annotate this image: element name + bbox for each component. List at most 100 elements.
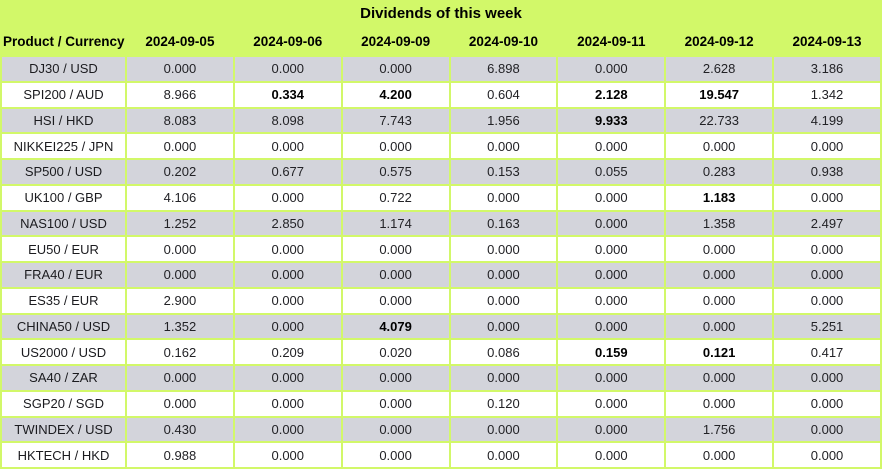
product-label: ES35 / EUR bbox=[0, 286, 127, 315]
dividend-value-cell: 0.677 bbox=[232, 158, 343, 186]
dividend-value-cell: 6.898 bbox=[448, 55, 559, 83]
table-row: SP500 / USD 0.202 0.677 0.575 0.153 0.055 0.28… bbox=[0, 158, 882, 186]
dividend-value-cell: 0.000 bbox=[232, 261, 343, 289]
table-row: FRA40 / EUR 0.000 0.000 0.000 0.000 0.000 0.00… bbox=[0, 261, 882, 289]
dividend-value-cell: 0.209 bbox=[232, 338, 343, 366]
date-header: 2024-09-13 bbox=[773, 27, 881, 56]
dividend-value-cell: 0.000 bbox=[232, 183, 343, 212]
product-currency-header: Product / Currency bbox=[1, 27, 126, 56]
dividend-value-cell: 0.000 bbox=[664, 441, 775, 469]
table-row: SPI200 / AUD 8.966 0.334 4.200 0.604 2.128 19.… bbox=[0, 80, 882, 109]
dividend-value-cell: 0.000 bbox=[772, 441, 882, 469]
dividend-value-cell: 0.604 bbox=[448, 80, 559, 109]
dividend-value-cell: 0.000 bbox=[340, 261, 451, 289]
dividend-value-cell: 1.358 bbox=[664, 209, 775, 238]
dividend-value-cell: 0.000 bbox=[125, 364, 235, 392]
dividend-value-cell: 0.000 bbox=[556, 312, 667, 341]
dividend-value-cell: 0.000 bbox=[556, 132, 667, 160]
table-row: DJ30 / USD 0.000 0.000 0.000 6.898 0.000 2.628… bbox=[0, 55, 882, 83]
date-header: 2024-09-06 bbox=[233, 27, 342, 56]
dividend-value-cell: 0.000 bbox=[232, 415, 343, 444]
dividend-value-cell: 0.000 bbox=[448, 415, 559, 444]
dividend-value-cell: 0.000 bbox=[664, 389, 775, 418]
table-row: HSI / HKD 8.083 8.098 7.743 1.956 9.933 22.733… bbox=[0, 106, 882, 135]
dividend-value-cell: 0.000 bbox=[232, 132, 343, 160]
dividend-value-cell: 0.417 bbox=[772, 338, 882, 366]
dividend-value-cell: 2.128 bbox=[556, 80, 667, 109]
dividend-value-cell: 0.153 bbox=[448, 158, 559, 186]
page-title: Dividends of this week bbox=[1, 0, 881, 27]
dividend-value-cell: 0.988 bbox=[125, 441, 235, 469]
dividend-value-cell: 0.000 bbox=[340, 389, 451, 418]
dividend-value-cell: 0.000 bbox=[340, 364, 451, 392]
dividend-value-cell: 0.000 bbox=[664, 235, 775, 263]
dividend-value-cell: 2.850 bbox=[232, 209, 343, 238]
dividend-value-cell: 2.497 bbox=[772, 209, 882, 238]
dividend-value-cell: 0.000 bbox=[448, 364, 559, 392]
dividend-value-cell: 0.000 bbox=[125, 261, 235, 289]
dividend-value-cell: 0.000 bbox=[556, 441, 667, 469]
dividend-value-cell: 19.547 bbox=[664, 80, 775, 109]
dividend-value-cell: 0.000 bbox=[772, 389, 882, 418]
dividend-value-cell: 0.000 bbox=[556, 364, 667, 392]
table-row: EU50 / EUR 0.000 0.000 0.000 0.000 0.000 0.000… bbox=[0, 235, 882, 263]
dividend-value-cell: 0.000 bbox=[556, 261, 667, 289]
product-label: US2000 / USD bbox=[0, 338, 127, 366]
date-header: 2024-09-10 bbox=[449, 27, 558, 56]
product-label: SPI200 / AUD bbox=[0, 80, 127, 109]
dividend-value-cell: 2.628 bbox=[664, 55, 775, 83]
dividend-value-cell: 0.000 bbox=[664, 286, 775, 315]
table-row: UK100 / GBP 4.106 0.000 0.722 0.000 0.000 1.18… bbox=[0, 183, 882, 212]
dividend-value-cell: 0.722 bbox=[340, 183, 451, 212]
dividend-value-cell: 0.000 bbox=[125, 55, 235, 83]
dividend-value-cell: 2.900 bbox=[125, 286, 235, 315]
date-header: 2024-09-11 bbox=[557, 27, 666, 56]
product-label: HKTECH / HKD bbox=[0, 441, 127, 469]
dividend-value-cell: 0.000 bbox=[772, 286, 882, 315]
product-label: FRA40 / EUR bbox=[0, 261, 127, 289]
dividend-value-cell: 0.000 bbox=[664, 132, 775, 160]
dividend-value-cell: 0.000 bbox=[125, 389, 235, 418]
dividend-value-cell: 0.000 bbox=[232, 364, 343, 392]
dividend-value-cell: 0.000 bbox=[125, 132, 235, 160]
dividend-value-cell: 0.000 bbox=[448, 235, 559, 263]
dividend-value-cell: 0.000 bbox=[232, 389, 343, 418]
table-row: SGP20 / SGD 0.000 0.000 0.000 0.120 0.000 0.00… bbox=[0, 389, 882, 418]
dividend-value-cell: 4.079 bbox=[340, 312, 451, 341]
dividend-value-cell: 0.000 bbox=[340, 286, 451, 315]
dividend-value-cell: 7.743 bbox=[340, 106, 451, 135]
dividend-value-cell: 0.000 bbox=[340, 235, 451, 263]
dividend-value-cell: 0.000 bbox=[340, 441, 451, 469]
dividend-value-cell: 0.000 bbox=[448, 132, 559, 160]
table-row: CHINA50 / USD 1.352 0.000 4.079 0.000 0.000 0.… bbox=[0, 312, 882, 341]
dividend-value-cell: 0.000 bbox=[340, 132, 451, 160]
dividend-value-cell: 22.733 bbox=[664, 106, 775, 135]
dividend-value-cell: 0.000 bbox=[232, 312, 343, 341]
dividend-value-cell: 0.055 bbox=[556, 158, 667, 186]
dividend-value-cell: 0.120 bbox=[448, 389, 559, 418]
dividend-value-cell: 0.334 bbox=[232, 80, 343, 109]
product-label: SA40 / ZAR bbox=[0, 364, 127, 392]
product-label: SGP20 / SGD bbox=[0, 389, 127, 418]
dividend-value-cell: 0.000 bbox=[232, 441, 343, 469]
dividend-value-cell: 0.430 bbox=[125, 415, 235, 444]
dividend-value-cell: 0.000 bbox=[772, 415, 882, 444]
dividend-value-cell: 0.283 bbox=[664, 158, 775, 186]
product-label: CHINA50 / USD bbox=[0, 312, 127, 341]
dividends-table-body: DJ30 / USD 0.000 0.000 0.000 6.898 0.000 2.628… bbox=[0, 55, 882, 469]
dividend-value-cell: 1.342 bbox=[772, 80, 882, 109]
product-label: EU50 / EUR bbox=[0, 235, 127, 263]
dividend-value-cell: 0.938 bbox=[772, 158, 882, 186]
table-row: HKTECH / HKD 0.988 0.000 0.000 0.000 0.000 0.0… bbox=[0, 441, 882, 469]
dividend-value-cell: 0.000 bbox=[448, 183, 559, 212]
dividend-value-cell: 0.000 bbox=[232, 286, 343, 315]
date-header: 2024-09-12 bbox=[665, 27, 774, 56]
date-header: 2024-09-05 bbox=[126, 27, 234, 56]
dividend-value-cell: 0.000 bbox=[772, 364, 882, 392]
dividend-value-cell: 1.183 bbox=[664, 183, 775, 212]
dividend-value-cell: 1.174 bbox=[340, 209, 451, 238]
dividend-value-cell: 0.163 bbox=[448, 209, 559, 238]
table-row: NIKKEI225 / JPN 0.000 0.000 0.000 0.000 0.000… bbox=[0, 132, 882, 160]
